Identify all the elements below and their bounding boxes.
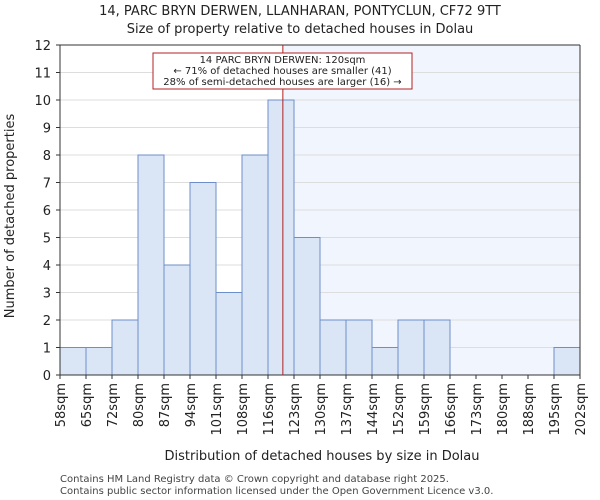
y-tick-label: 2	[43, 314, 51, 329]
bar	[293, 237, 321, 376]
annotation-box	[152, 52, 413, 90]
x-tick-label: 195sqm	[548, 383, 563, 436]
bar	[423, 319, 451, 376]
y-tick-label: 8	[43, 149, 51, 164]
bar	[137, 154, 165, 376]
x-tick-label: 58sqm	[54, 383, 69, 427]
bar	[319, 319, 347, 376]
annotation-line: 14 PARC BRYN DERWEN: 120sqm	[200, 55, 366, 66]
x-tick-label: 72sqm	[106, 383, 121, 427]
bar	[267, 99, 295, 376]
x-tick-label: 152sqm	[392, 383, 407, 436]
annotation-line: ← 71% of detached houses are smaller (41…	[173, 66, 391, 77]
y-tick-label: 0	[43, 369, 51, 384]
bar	[397, 319, 425, 376]
y-tick-label: 12	[34, 39, 51, 54]
chart-title: 14, PARC BRYN DERWEN, LLANHARAN, PONTYCL…	[99, 4, 501, 19]
bar	[189, 182, 217, 376]
bar	[371, 347, 399, 376]
bar	[215, 292, 243, 376]
chart-subtitle: Size of property relative to detached ho…	[127, 22, 474, 37]
x-tick-label: 94sqm	[184, 383, 199, 427]
y-axis-label: Number of detached properties	[3, 114, 18, 319]
y-tick-label: 6	[43, 204, 51, 219]
x-tick-label: 80sqm	[132, 383, 147, 427]
annotation-line: 28% of semi-detached houses are larger (…	[163, 77, 401, 88]
y-tick-label: 7	[43, 177, 51, 192]
y-tick-label: 3	[43, 287, 51, 302]
x-tick-label: 137sqm	[340, 383, 355, 436]
x-tick-label: 101sqm	[210, 383, 225, 436]
y-tick-label: 5	[43, 232, 51, 247]
x-tick-label: 65sqm	[80, 383, 95, 427]
bar	[59, 347, 87, 376]
x-tick-label: 166sqm	[444, 383, 459, 436]
x-tick-label: 116sqm	[262, 383, 277, 436]
footer-copyright: Contains HM Land Registry data © Crown c…	[60, 474, 449, 485]
x-tick-label: 188sqm	[522, 383, 537, 436]
y-tick-label: 4	[43, 259, 51, 274]
y-tick-label: 10	[34, 94, 51, 109]
y-tick-label: 9	[43, 122, 51, 137]
bar	[345, 319, 373, 376]
bar	[163, 264, 191, 376]
x-axis-label: Distribution of detached houses by size …	[164, 449, 479, 464]
x-tick-label: 202sqm	[574, 383, 589, 436]
bar	[241, 154, 269, 376]
footer-licence: Contains public sector information licen…	[60, 486, 493, 497]
y-tick-label: 1	[43, 342, 51, 357]
bar	[111, 319, 139, 376]
x-tick-label: 87sqm	[158, 383, 173, 427]
x-tick-label: 159sqm	[418, 383, 433, 436]
y-tick-label: 11	[34, 67, 51, 82]
x-tick-label: 108sqm	[236, 383, 251, 436]
bar	[85, 347, 113, 376]
bar	[553, 347, 581, 376]
x-tick-label: 130sqm	[314, 383, 329, 436]
x-tick-label: 144sqm	[366, 383, 381, 436]
x-tick-label: 173sqm	[470, 383, 485, 436]
x-tick-label: 123sqm	[288, 383, 303, 436]
x-tick-label: 180sqm	[496, 383, 511, 436]
